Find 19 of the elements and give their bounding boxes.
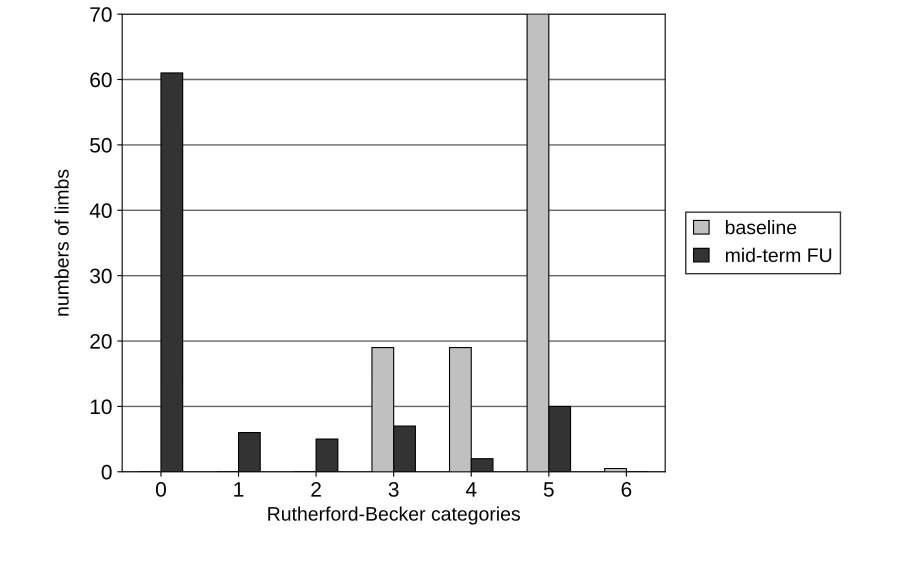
y-tick-label: 10 — [90, 399, 112, 414]
legend-label: mid-term FU — [726, 248, 832, 262]
y-tick-label: 0 — [102, 464, 112, 480]
y-tick-label: 60 — [90, 72, 112, 88]
x-tick-label: 0 — [156, 482, 166, 497]
y-tick-label: 30 — [90, 268, 112, 284]
y-tick-label: 70 — [90, 7, 112, 22]
x-tick-label: 4 — [466, 482, 476, 497]
x-axis-title: Rutherford-Becker categories — [268, 506, 520, 525]
x-tick-label: 2 — [311, 482, 321, 497]
legend-label: baseline — [726, 220, 796, 234]
x-tick-label: 6 — [622, 482, 632, 497]
y-tick-label: 40 — [90, 203, 112, 218]
x-tick-label: 3 — [388, 482, 399, 497]
y-tick-label: 50 — [90, 138, 112, 153]
x-tick-label: 1 — [234, 482, 244, 497]
y-axis-title: numbers of limbs — [54, 170, 69, 316]
y-tick-label: 20 — [90, 334, 112, 349]
x-tick-label: 5 — [544, 482, 554, 497]
